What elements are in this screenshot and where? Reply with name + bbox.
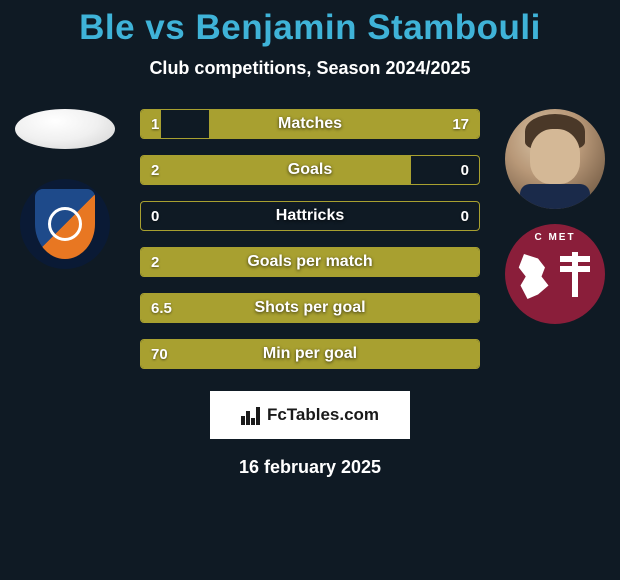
right-player-column: C MET [500,109,610,324]
stat-label: Matches [278,115,342,133]
stat-value-left: 6.5 [151,300,172,317]
brand-badge: FcTables.com [210,391,410,439]
date-text: 16 february 2025 [0,457,620,478]
avatar-collar [520,184,590,209]
bar-fill-right [209,110,479,138]
stat-label: Goals [288,161,332,179]
stat-row: 2 Goals 0 [140,155,480,185]
stat-row: 1 Matches 17 [140,109,480,139]
player-avatar-left [15,109,115,149]
stat-value-left: 1 [151,116,159,133]
stat-value-left: 2 [151,162,159,179]
stat-value-right: 17 [452,116,469,133]
stat-label: Shots per goal [254,299,365,317]
cross-top-bar [560,256,590,262]
club-badge-right: C MET [505,224,605,324]
bar-fill-left [141,156,411,184]
brand-text: FcTables.com [267,405,379,425]
stat-label: Goals per match [247,253,372,271]
player-avatar-right [505,109,605,209]
stat-value-right: 0 [461,162,469,179]
stats-area: C MET 1 Matches 17 2 Goals 0 0 Hattricks 0 2 Goals… [0,109,620,369]
stat-label: Min per goal [263,345,357,363]
cross-icon [560,252,590,297]
stat-row: 0 Hattricks 0 [140,201,480,231]
stat-value-left: 2 [151,254,159,271]
left-player-column [10,109,120,269]
stat-bars: 1 Matches 17 2 Goals 0 0 Hattricks 0 2 Goals per m… [140,109,480,369]
brand-chart-icon [241,405,261,425]
subtitle: Club competitions, Season 2024/2025 [0,58,620,79]
page-title: Ble vs Benjamin Stambouli [0,8,620,48]
avatar-face [530,129,580,184]
stat-row: 2 Goals per match [140,247,480,277]
shield-icon [35,189,95,259]
stat-label: Hattricks [276,207,344,225]
stat-value-left: 0 [151,208,159,225]
stat-value-left: 70 [151,346,168,363]
badge-right-label: C MET [534,232,575,243]
stat-row: 70 Min per goal [140,339,480,369]
club-badge-left [20,179,110,269]
infographic-container: Ble vs Benjamin Stambouli Club competiti… [0,0,620,580]
dragon-icon [517,254,552,299]
stat-value-right: 0 [461,208,469,225]
stat-row: 6.5 Shots per goal [140,293,480,323]
